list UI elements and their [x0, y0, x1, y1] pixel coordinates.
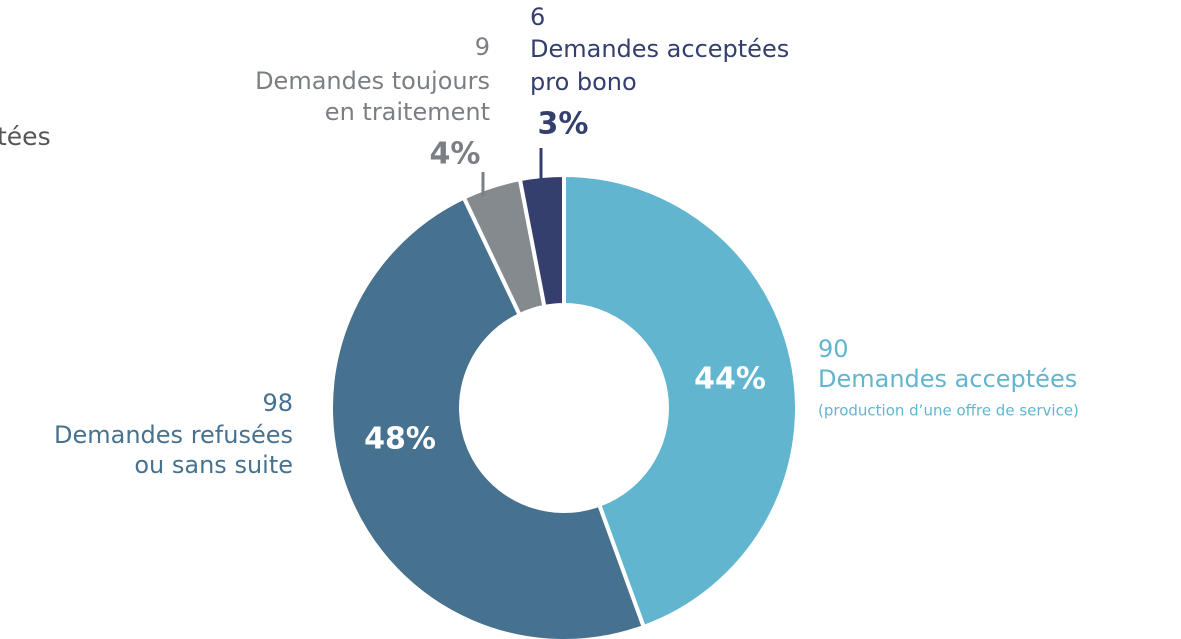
donut-slice [562, 172, 799, 630]
category-label: en traitement [325, 98, 490, 126]
category-note: (production d’une offre de service) [818, 402, 1079, 420]
category-label: Demandes acceptées [530, 35, 789, 63]
count-label: 98 [262, 389, 293, 417]
value-label: 44% [694, 362, 766, 397]
count-label: 6 [530, 3, 545, 31]
count-label: 9 [475, 33, 490, 61]
category-label: Demandes toujours [255, 67, 490, 95]
value-label: 3% [538, 107, 589, 142]
category-label: Demandes refusées [54, 421, 293, 449]
category-label: pro bono [530, 68, 637, 96]
value-label: 4% [430, 137, 481, 172]
cut-text: tées [0, 122, 51, 151]
category-label: Demandes acceptées [818, 365, 1077, 393]
count-label: 90 [818, 335, 849, 363]
value-label: 48% [364, 422, 436, 457]
category-label: ou sans suite [134, 451, 293, 479]
donut-slice [517, 172, 566, 310]
donut-slice [329, 194, 647, 639]
